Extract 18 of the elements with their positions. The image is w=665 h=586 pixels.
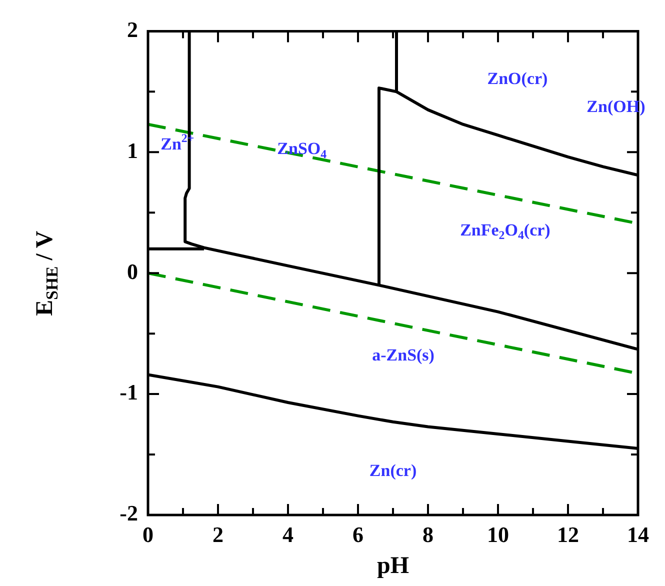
annotation: a-ZnS(s) — [372, 346, 434, 365]
x-tick-label: 4 — [282, 522, 294, 547]
y-tick-label: -1 — [120, 380, 138, 405]
y-axis-title: ESHE / V — [32, 230, 62, 316]
x-tick-label: 8 — [422, 522, 434, 547]
x-axis-title: pH — [376, 553, 410, 580]
x-tick-label: 2 — [212, 522, 224, 547]
y-tick-label: 1 — [127, 138, 138, 163]
y-tick-label: -2 — [120, 500, 138, 526]
annotation: Zn(cr) — [369, 460, 417, 480]
x-tick-label: 14 — [627, 522, 649, 547]
x-tick-label: 10 — [487, 522, 509, 547]
annotation: ZnO(cr) — [487, 68, 548, 88]
x-tick-label: 6 — [352, 522, 364, 547]
y-tick-label: 2 — [127, 16, 138, 42]
x-tick-label: 12 — [557, 522, 579, 547]
x-tick-label: 0 — [142, 522, 154, 547]
y-tick-label: 0 — [127, 258, 138, 284]
